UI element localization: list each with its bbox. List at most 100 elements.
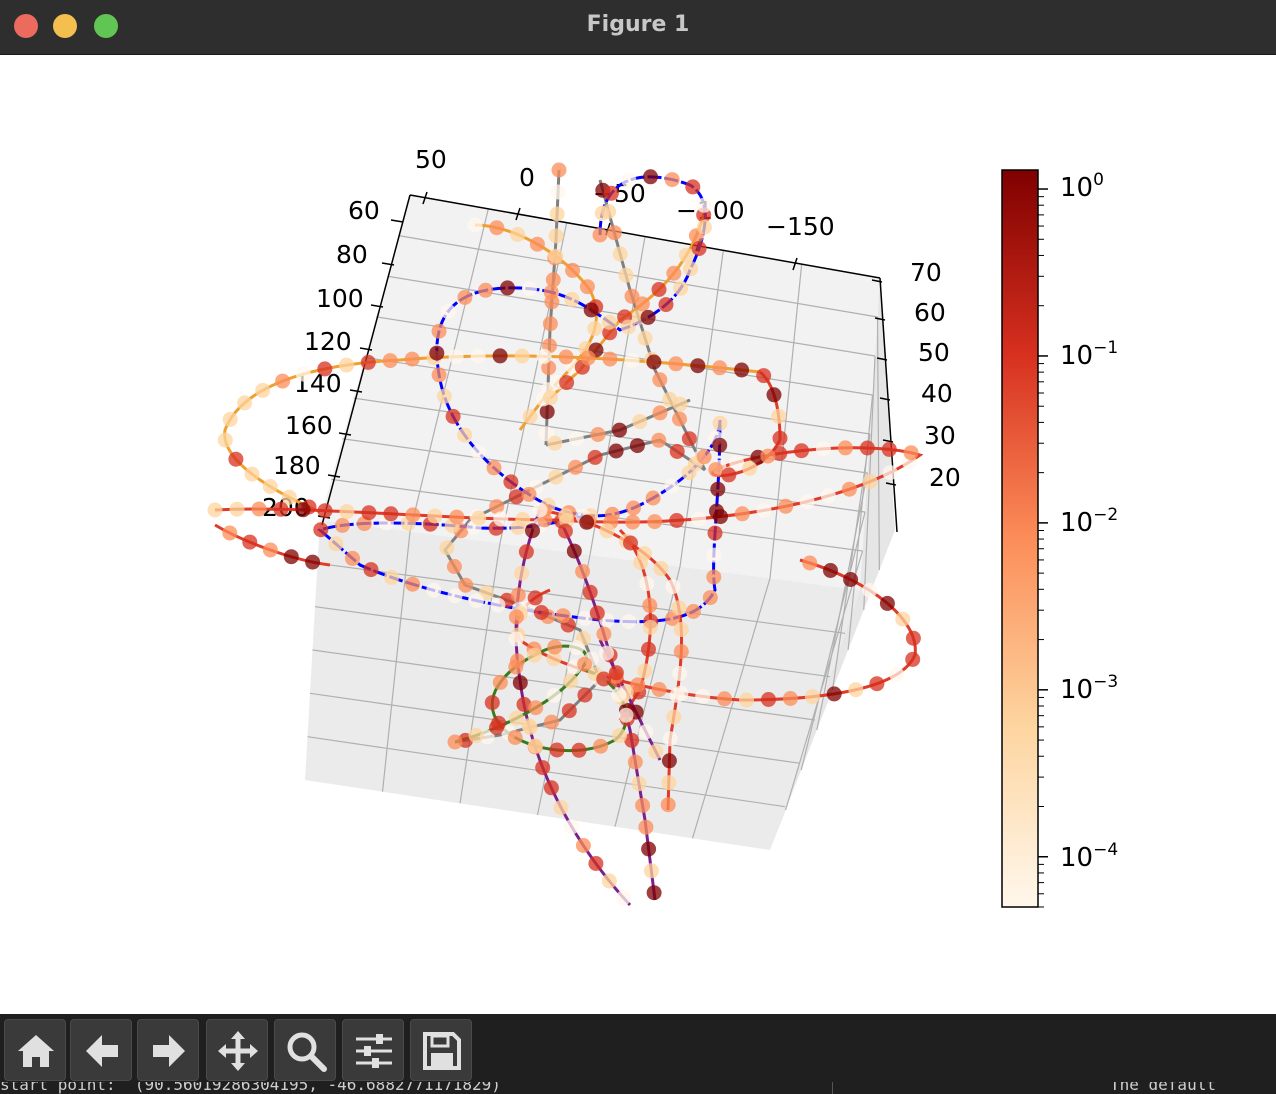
scatter-point [544,714,559,730]
scatter-point [543,390,558,406]
scatter-point [624,288,640,304]
3d-plot[interactable]: 50 0 −50 −100 −150 60 80 100 120 140 160… [0,55,1276,1014]
x-tick-label: 0 [519,163,535,192]
scatter-point [710,481,726,497]
figure-canvas[interactable]: 50 0 −50 −100 −150 60 80 100 120 140 160… [0,55,1276,1014]
window-title: Figure 1 [586,12,690,37]
scatter-point [577,610,593,626]
scatter-point [522,409,538,424]
scatter-point [696,449,712,465]
scatter-point [547,435,563,451]
forward-button[interactable] [137,1019,199,1081]
x-tick [515,207,521,221]
scatter-point [756,502,772,518]
colorbar-tick-label: 10−2 [1060,505,1118,538]
scatter-point [712,360,728,376]
scatter-point [545,272,561,288]
scatter-point [313,522,329,538]
scatter-point [734,362,750,378]
z-tick [876,357,888,361]
scatter-point [618,707,634,723]
scatter-point [631,776,647,792]
scatter-point [599,523,615,539]
pan-button[interactable] [206,1019,268,1081]
scatter-point [468,728,484,743]
scatter-point [734,506,750,522]
scatter-point [652,405,668,421]
scatter-point [546,688,562,703]
scatter-point [782,691,798,706]
grid-line [317,562,846,634]
scatter-point [672,666,688,681]
y-tick [338,432,352,436]
grid-line [364,356,871,435]
scatter-point [550,184,566,200]
scatter-point [717,691,732,707]
grid-line [312,649,816,721]
scatter-point [666,265,682,281]
scatter-point [905,630,921,646]
scatter-point [508,659,524,675]
scatter-point [621,614,637,630]
scatter-point [549,742,565,758]
scatter-point [222,411,238,427]
scatter-point [611,687,627,703]
scatter-point [384,569,400,585]
scatter-point [626,500,641,516]
scatter-point [489,220,505,236]
scatter-point [620,319,636,335]
z-axis-line [879,277,898,533]
scatter-point [492,348,508,364]
scatter-point [760,448,776,464]
scatter-point [881,441,897,457]
scatter-point [721,467,737,483]
scatter-point [445,408,461,424]
scatter-point [635,797,651,813]
scatter-point [568,431,584,447]
y-tick-label: 120 [304,327,352,356]
z-tick [885,482,897,486]
scatter-point [602,351,618,367]
z-tick-label: 20 [929,463,961,492]
scatter-point [681,431,697,447]
scatter-point [582,584,598,600]
z-tick [871,279,883,283]
configure-subplots-button[interactable] [342,1019,404,1081]
scatter-point [802,555,818,571]
scatter-point [405,507,421,523]
y-tick-label: 80 [336,240,368,269]
scatter-point [879,595,895,611]
scatter-point [526,647,542,663]
scatter-point [228,451,244,467]
y-tick-label: 160 [285,411,333,440]
scatter-point [486,460,502,476]
scatter-point [577,656,593,672]
scatter-point [457,289,473,305]
back-button[interactable] [70,1019,132,1081]
home-button[interactable] [4,1019,66,1081]
scatter-point [557,523,573,539]
grid-line [800,511,866,771]
y-tick-label: 180 [273,451,321,480]
save-button[interactable] [410,1019,472,1081]
maximize-window-button[interactable] [94,14,118,38]
scatter-point [685,604,701,619]
scatter-point [548,228,564,244]
minimize-window-button[interactable] [53,14,77,38]
scatter-point [629,438,645,454]
scatter-point [558,349,574,365]
zoom-button[interactable] [274,1019,336,1081]
scatter-point [431,323,447,339]
scatter-point [665,579,681,595]
scatter-point [706,569,722,585]
scatter-point [637,330,653,346]
scatter-point [470,348,486,364]
scatter-point [447,588,463,604]
close-window-button[interactable] [14,14,38,38]
scatter-point [533,605,549,620]
scatter-point [592,227,608,243]
scatter-point [690,358,706,374]
move-icon [218,1031,258,1071]
scatter-point [643,169,658,185]
floppy-disk-icon [423,1032,461,1070]
